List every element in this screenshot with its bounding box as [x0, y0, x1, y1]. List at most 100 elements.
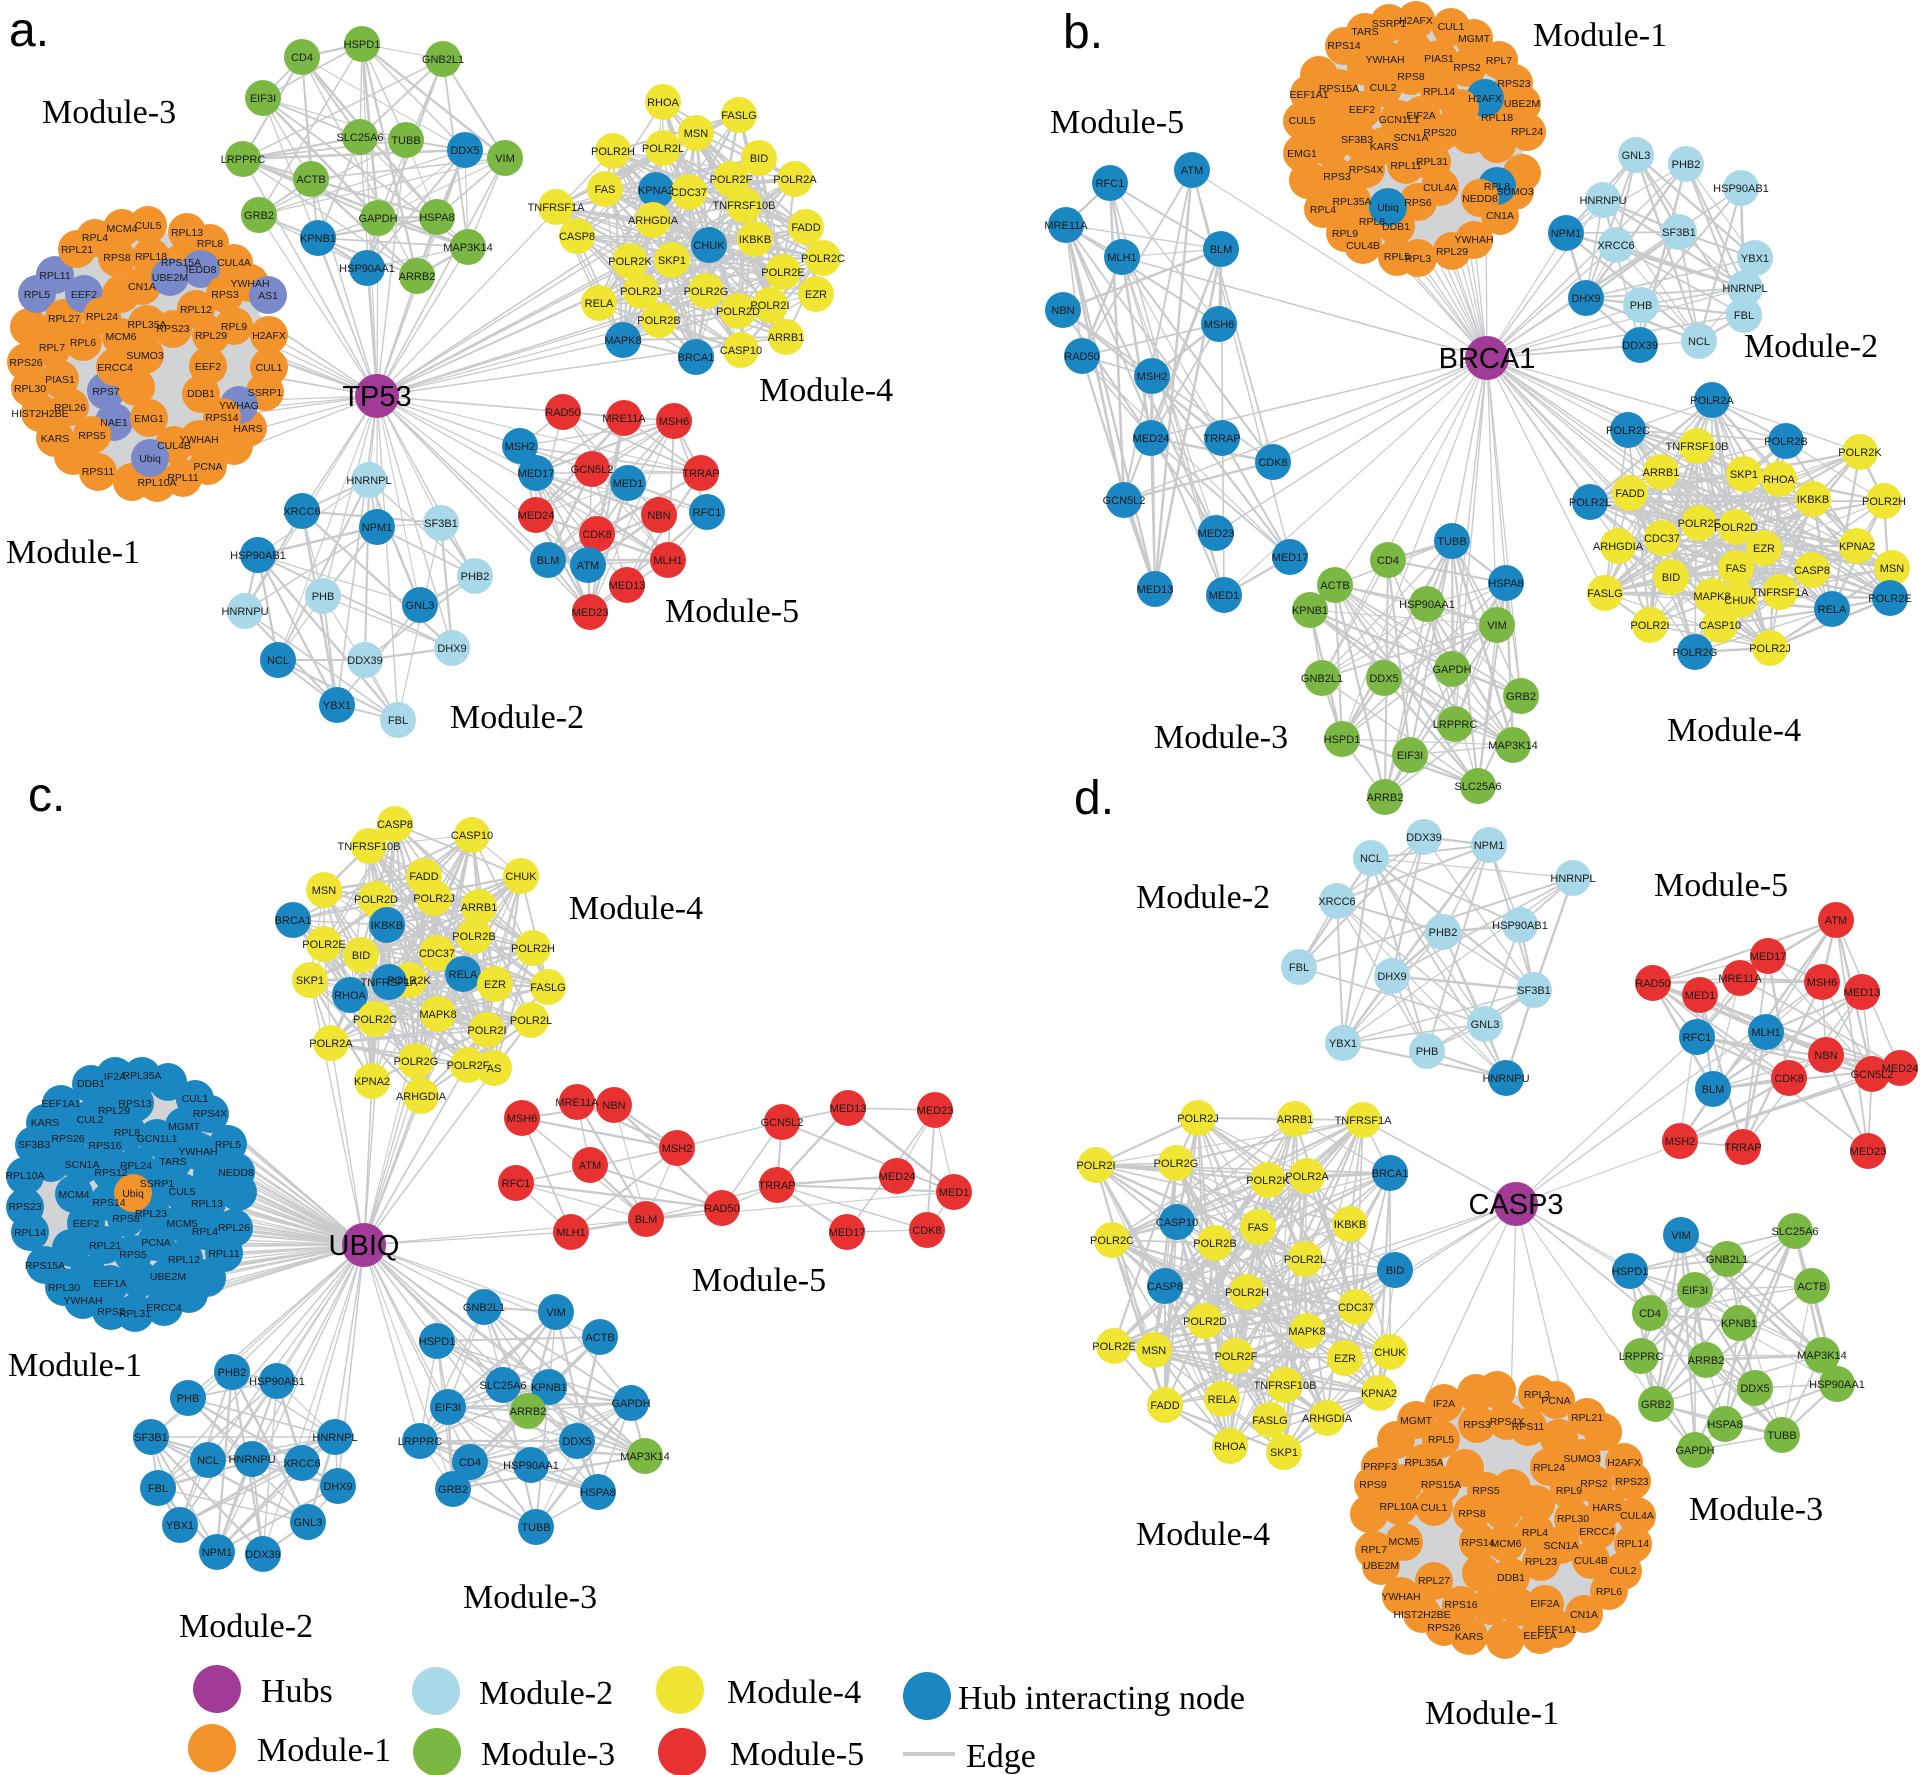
svg-text:MAP3K14: MAP3K14 [1488, 740, 1538, 752]
svg-text:YBX1: YBX1 [323, 700, 351, 712]
svg-text:SSRP1: SSRP1 [248, 387, 283, 399]
svg-text:MED17: MED17 [518, 468, 555, 480]
svg-text:MED17: MED17 [829, 1227, 866, 1239]
svg-text:RPL3: RPL3 [1405, 253, 1431, 265]
svg-text:CUL2: CUL2 [77, 1114, 104, 1126]
svg-text:RPL30: RPL30 [1557, 1513, 1589, 1525]
svg-text:GAPDH: GAPDH [1675, 1445, 1714, 1457]
svg-text:RPL8: RPL8 [1359, 216, 1385, 228]
svg-text:PHB2: PHB2 [1672, 159, 1701, 171]
svg-text:RPL9: RPL9 [1556, 1485, 1582, 1497]
svg-text:GCN5L2: GCN5L2 [571, 464, 614, 476]
svg-text:GCN5L2: GCN5L2 [1851, 1069, 1894, 1081]
svg-text:POLR2F: POLR2F [1678, 518, 1721, 530]
svg-text:HARS: HARS [233, 423, 262, 435]
svg-text:MSH2: MSH2 [1137, 371, 1168, 383]
svg-text:YWHAH: YWHAH [230, 278, 269, 290]
svg-text:RPL10A: RPL10A [1379, 1501, 1418, 1513]
svg-text:RELA: RELA [585, 298, 614, 310]
svg-text:YBX1: YBX1 [166, 1520, 194, 1532]
svg-text:ACTB: ACTB [296, 174, 325, 186]
svg-text:GCN5L2: GCN5L2 [1103, 495, 1146, 507]
svg-text:RPS4X: RPS4X [193, 1108, 227, 1120]
svg-text:CASP10: CASP10 [1699, 620, 1741, 632]
svg-text:POLR2C: POLR2C [801, 253, 845, 265]
svg-text:KPNA2: KPNA2 [638, 185, 674, 197]
svg-text:GRB2: GRB2 [1641, 1399, 1671, 1411]
svg-text:RPL7: RPL7 [1361, 1544, 1387, 1556]
svg-text:MED13: MED13 [609, 580, 646, 592]
svg-text:MSH6: MSH6 [1807, 977, 1838, 989]
svg-text:Module-4: Module-4 [1136, 1516, 1270, 1553]
svg-text:GRB2: GRB2 [438, 1484, 468, 1496]
svg-text:VIM: VIM [1671, 1230, 1691, 1242]
svg-text:ARRB1: ARRB1 [768, 332, 805, 344]
svg-text:BID: BID [1386, 1265, 1404, 1277]
svg-text:CUL5: CUL5 [1289, 115, 1316, 127]
svg-text:AS: AS [487, 1063, 502, 1075]
svg-text:MED24: MED24 [879, 1171, 916, 1183]
svg-text:TRRAP: TRRAP [1203, 433, 1240, 445]
svg-text:GNL3: GNL3 [294, 1517, 323, 1529]
svg-text:EEF1A1: EEF1A1 [41, 1098, 80, 1110]
svg-text:TUBB: TUBB [1767, 1430, 1796, 1442]
svg-text:POLR2D: POLR2D [354, 894, 398, 906]
svg-text:RPS15A: RPS15A [1421, 1479, 1461, 1491]
svg-text:MCM6: MCM6 [1491, 1538, 1522, 1550]
svg-text:XRCC6: XRCC6 [1597, 240, 1634, 252]
svg-text:BID: BID [1662, 572, 1680, 584]
svg-text:RPL11: RPL11 [167, 472, 198, 484]
svg-text:CASP10: CASP10 [1156, 1217, 1198, 1229]
svg-text:DHX9: DHX9 [323, 1481, 352, 1493]
svg-text:RPL6: RPL6 [1596, 1586, 1622, 1598]
svg-text:MSN: MSN [1880, 563, 1905, 575]
svg-text:RPS8: RPS8 [1397, 71, 1425, 83]
svg-text:POLR2I: POLR2I [750, 300, 789, 312]
svg-text:RPL35A: RPL35A [1332, 196, 1371, 208]
svg-text:NPM1: NPM1 [1551, 228, 1582, 240]
svg-text:POLR2F: POLR2F [447, 1060, 490, 1072]
svg-text:RPS23: RPS23 [1615, 1476, 1648, 1488]
svg-text:MED13: MED13 [1137, 584, 1174, 596]
svg-text:d.: d. [1074, 772, 1114, 825]
svg-text:Module-5: Module-5 [730, 1736, 864, 1773]
svg-text:POLR2K: POLR2K [387, 975, 431, 987]
svg-text:SF3B1: SF3B1 [424, 518, 458, 530]
svg-text:POLR2G: POLR2G [1673, 647, 1718, 659]
svg-text:POLR2L: POLR2L [1284, 1254, 1326, 1266]
svg-text:RPS16: RPS16 [1444, 1599, 1477, 1611]
svg-text:CHUK: CHUK [1724, 595, 1756, 607]
svg-text:UBIQ: UBIQ [329, 1230, 400, 1262]
svg-text:MED1: MED1 [1685, 990, 1716, 1002]
svg-text:KARS: KARS [1455, 1631, 1484, 1643]
svg-text:CASP8: CASP8 [377, 819, 413, 831]
svg-text:Module-4: Module-4 [727, 1674, 861, 1711]
svg-text:RPS26: RPS26 [9, 357, 42, 369]
svg-text:RPL4: RPL4 [1522, 1527, 1548, 1539]
svg-text:RPL5: RPL5 [1428, 1434, 1454, 1446]
svg-text:Module-2: Module-2 [1136, 879, 1270, 916]
svg-text:CUL2: CUL2 [1370, 82, 1397, 94]
svg-text:TARS: TARS [1351, 26, 1378, 38]
svg-text:KPNB1: KPNB1 [1292, 605, 1328, 617]
svg-text:HARS: HARS [1592, 1502, 1621, 1514]
svg-text:HSPD1: HSPD1 [419, 1336, 456, 1348]
svg-text:POLR2A: POLR2A [773, 174, 817, 186]
svg-text:SKP1: SKP1 [1730, 469, 1758, 481]
svg-text:MLH1: MLH1 [556, 1227, 585, 1239]
svg-text:SUMO3: SUMO3 [1496, 186, 1534, 198]
svg-text:KARS: KARS [1370, 141, 1399, 153]
svg-text:SLC25A6: SLC25A6 [1454, 781, 1501, 793]
svg-text:LRPPRC: LRPPRC [1619, 1351, 1664, 1363]
svg-text:DDX5: DDX5 [562, 1436, 591, 1448]
svg-text:MED23: MED23 [1198, 528, 1235, 540]
svg-text:DDX39: DDX39 [347, 655, 382, 667]
svg-text:RPS8: RPS8 [1458, 1508, 1486, 1520]
svg-text:CDC37: CDC37 [671, 187, 707, 199]
svg-text:SLC25A6: SLC25A6 [1771, 1226, 1818, 1238]
svg-text:NBN: NBN [647, 510, 670, 522]
svg-text:MED1: MED1 [613, 478, 644, 490]
svg-text:CD4: CD4 [291, 52, 313, 64]
svg-text:POLR2D: POLR2D [1183, 1316, 1227, 1328]
svg-text:POLR2H: POLR2H [1862, 496, 1906, 508]
